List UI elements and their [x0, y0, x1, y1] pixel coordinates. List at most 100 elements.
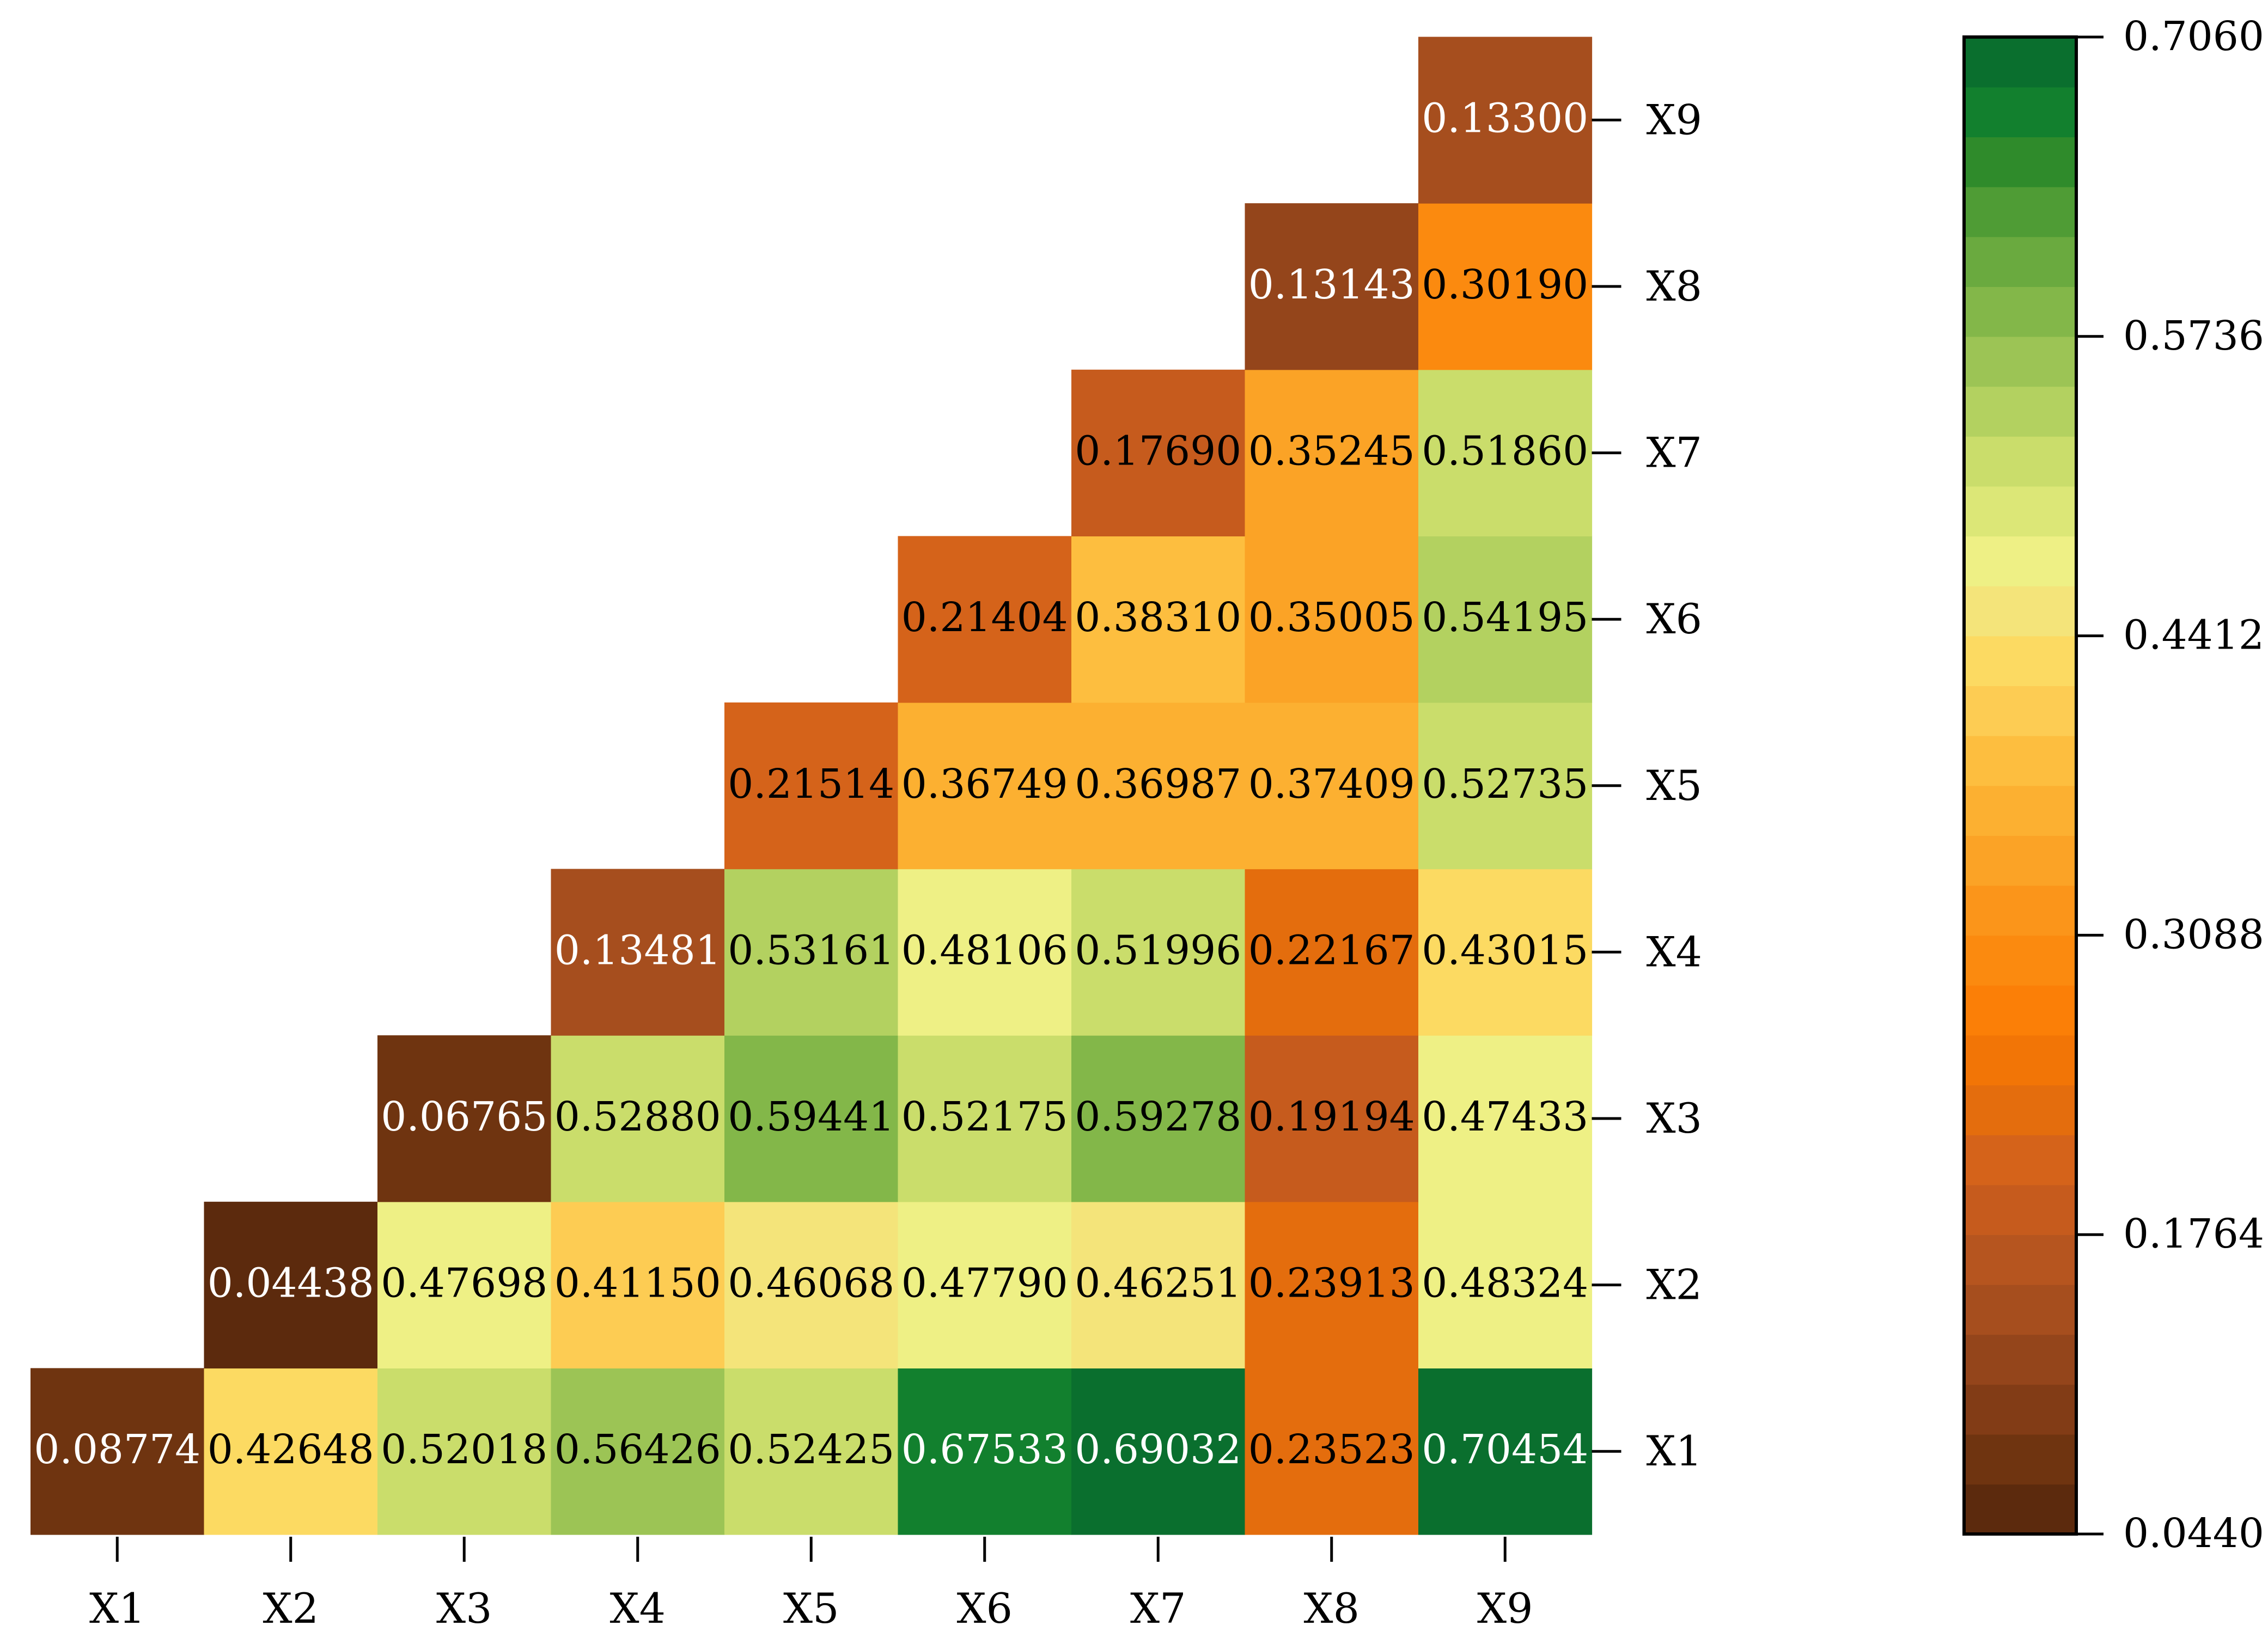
- heatmap-cell-x8-x8: [1245, 203, 1419, 370]
- colorbar-segment: [1964, 935, 2076, 986]
- heatmap-cell-x1-x9: [1418, 1368, 1593, 1535]
- colorbar-segment: [1964, 585, 2076, 637]
- cell-value-label: 0.17690: [1075, 428, 1241, 475]
- heatmap-cell-x7-x7: [1071, 369, 1246, 536]
- cell-value-label: 0.47790: [901, 1260, 1068, 1307]
- cell-value-label: 0.59441: [728, 1093, 894, 1140]
- x-tick-label: X8: [1304, 1584, 1359, 1633]
- heatmap-cell-x2-x2: [204, 1201, 378, 1368]
- cell-value-label: 0.53161: [728, 927, 894, 974]
- heatmap-cell-x5-x8: [1245, 702, 1419, 870]
- cell-value-label: 0.08774: [34, 1426, 200, 1473]
- cell-value-label: 0.56426: [554, 1426, 721, 1473]
- cell-value-label: 0.52735: [1422, 761, 1588, 808]
- colorbar-segment: [1964, 137, 2076, 187]
- colorbar-tick-label: 0.1764: [2123, 1211, 2264, 1257]
- heatmap-cell-x1-x1: [31, 1368, 205, 1535]
- cell-value-label: 0.35005: [1248, 594, 1415, 641]
- cell-value-label: 0.48324: [1422, 1260, 1588, 1307]
- x-tick-label: X4: [610, 1584, 666, 1633]
- cell-value-label: 0.04438: [208, 1260, 374, 1307]
- heatmap-cell-x2-x3: [377, 1201, 552, 1368]
- colorbar-tick-label: 0.3088: [2123, 911, 2264, 958]
- colorbar-segment: [1964, 1484, 2076, 1535]
- heatmap-cell-x1-x2: [204, 1368, 378, 1535]
- x-tick-label: X9: [1477, 1584, 1533, 1633]
- heatmap-cell-x7-x9: [1418, 369, 1593, 536]
- colorbar-segment: [1964, 386, 2076, 437]
- y-tick-label: X1: [1647, 1427, 1702, 1475]
- cell-value-label: 0.41150: [554, 1260, 721, 1307]
- heatmap-cells: 0.08774 0.42648 0.52018 0.56426 0.52425 0.675…: [31, 36, 1593, 1535]
- cell-value-label: 0.38310: [1075, 594, 1241, 641]
- colorbar-segment: [1964, 1334, 2076, 1385]
- colorbar-tick-label: 0.4412: [2123, 612, 2264, 659]
- heatmap-cell-x5-x9: [1418, 702, 1593, 870]
- heatmap-cell-x6-x6: [898, 536, 1072, 703]
- x-tick-label: X5: [783, 1584, 839, 1633]
- cell-value-label: 0.51996: [1075, 927, 1241, 974]
- heatmap-cell-x6-x7: [1071, 536, 1246, 703]
- cell-value-label: 0.52175: [901, 1093, 1068, 1140]
- heatmap-cell-x6-x9: [1418, 536, 1593, 703]
- colorbar-segment: [1964, 1234, 2076, 1285]
- colorbar-segment: [1964, 186, 2076, 237]
- cell-value-label: 0.13300: [1422, 95, 1588, 142]
- y-tick-label: X5: [1647, 761, 1702, 810]
- heatmap-cell-x4-x4: [551, 869, 725, 1036]
- heatmap-cell-x5-x7: [1071, 702, 1246, 870]
- cell-value-label: 0.52425: [728, 1426, 894, 1473]
- heatmap-cell-x5-x6: [898, 702, 1072, 870]
- heatmap-cell-x2-x9: [1418, 1201, 1593, 1368]
- cell-value-label: 0.23523: [1248, 1426, 1415, 1473]
- cell-value-label: 0.70454: [1422, 1426, 1588, 1473]
- cell-value-label: 0.46251: [1075, 1260, 1241, 1307]
- heatmap-cell-x3-x4: [551, 1035, 725, 1202]
- heatmap-cell-x4-x8: [1245, 869, 1419, 1036]
- heatmap-cell-x4-x7: [1071, 869, 1246, 1036]
- cell-value-label: 0.21514: [728, 761, 894, 808]
- colorbar-segment: [1964, 336, 2076, 387]
- cell-value-label: 0.06765: [381, 1093, 547, 1140]
- colorbar-segment: [1964, 686, 2076, 736]
- heatmap-cell-x2-x8: [1245, 1201, 1419, 1368]
- heatmap-cell-x4-x9: [1418, 869, 1593, 1036]
- heatmap-cell-x3-x5: [724, 1035, 899, 1202]
- y-tick-label: X6: [1647, 595, 1702, 643]
- cell-value-label: 0.35245: [1248, 428, 1415, 475]
- colorbar-segment: [1964, 1434, 2076, 1485]
- cell-value-label: 0.52880: [554, 1093, 721, 1140]
- x-tick-label: X1: [89, 1584, 145, 1633]
- cell-value-label: 0.52018: [381, 1426, 547, 1473]
- cell-value-label: 0.48106: [901, 927, 1068, 974]
- heatmap-cell-x2-x7: [1071, 1201, 1246, 1368]
- cell-value-label: 0.54195: [1422, 594, 1588, 641]
- colorbar-tick-label: 0.0440: [2123, 1510, 2264, 1557]
- heatmap-cell-x5-x5: [724, 702, 899, 870]
- heatmap-cell-x1-x6: [898, 1368, 1072, 1535]
- cell-value-label: 0.13481: [554, 927, 721, 974]
- colorbar-segment: [1964, 37, 2076, 88]
- y-tick-label: X8: [1647, 262, 1702, 310]
- heatmap-cell-x1-x4: [551, 1368, 725, 1535]
- heatmap-cell-x3-x8: [1245, 1035, 1419, 1202]
- colorbar-segment: [1964, 436, 2076, 487]
- colorbar-frame: [1962, 35, 2078, 1536]
- heatmap-cell-x2-x4: [551, 1201, 725, 1368]
- colorbar-tick-label: 0.5736: [2123, 313, 2264, 359]
- cell-value-label: 0.47698: [381, 1260, 547, 1307]
- heatmap-cell-x3-x3: [377, 1035, 552, 1202]
- colorbar-segment: [1964, 885, 2076, 936]
- colorbar-segment: [1964, 635, 2076, 687]
- heatmap-cell-x1-x3: [377, 1368, 552, 1535]
- colorbar: 0.0440 0.1764 0.3088 0.4412 0.5736 0.7060: [1962, 13, 2264, 1557]
- colorbar-segment: [1964, 87, 2076, 138]
- heatmap-cell-x6-x8: [1245, 536, 1419, 703]
- heatmap-cell-x9-x9: [1418, 36, 1593, 204]
- cell-value-label: 0.30190: [1422, 261, 1588, 308]
- cell-value-label: 0.36749: [901, 761, 1068, 808]
- heatmap-cell-x2-x5: [724, 1201, 899, 1368]
- heatmap-cell-x8-x9: [1418, 203, 1593, 370]
- x-tick-label: X3: [436, 1584, 492, 1633]
